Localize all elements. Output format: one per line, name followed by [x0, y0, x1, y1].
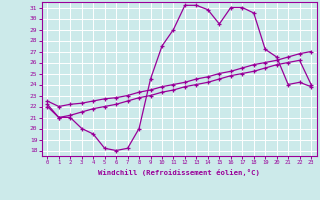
X-axis label: Windchill (Refroidissement éolien,°C): Windchill (Refroidissement éolien,°C) [98, 169, 260, 176]
